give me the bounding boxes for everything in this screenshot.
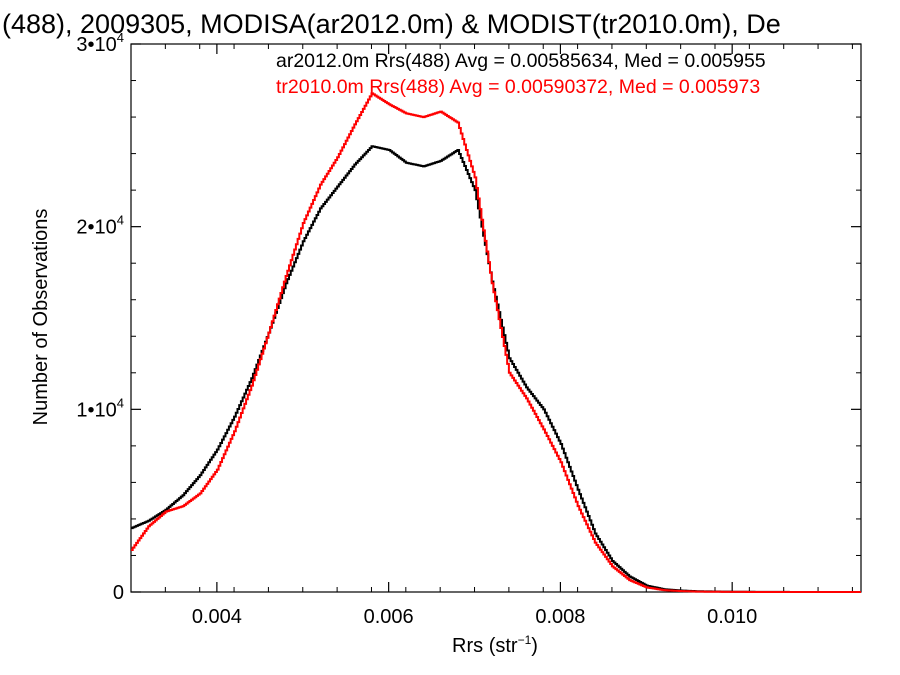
x-axis-label: Rrs (str−1) [452, 633, 538, 657]
y-axis-label: Number of Observations [30, 209, 52, 426]
y-tick-mantissa: 1•10 [76, 399, 116, 421]
y-tick-exponent: 4 [117, 395, 124, 410]
x-tick-label: 0.006 [364, 606, 414, 628]
y-tick-exponent: 4 [117, 30, 124, 45]
y-tick-mantissa: 3•10 [76, 34, 116, 56]
legend-entry-ar2012: ar2012.0m Rrs(488) Avg = 0.00585634, Med… [276, 50, 766, 72]
x-tick-label: 0.010 [707, 606, 757, 628]
y-tick-label: 2•104 [76, 213, 124, 239]
chart-title: (488), 2009305, MODISA(ar2012.0m) & MODI… [2, 9, 781, 39]
legend: ar2012.0m Rrs(488) Avg = 0.00585634, Med… [276, 50, 766, 98]
series-group [131, 92, 861, 593]
y-tick-exponent: 4 [117, 213, 124, 228]
x-axis-label-text: Rrs (str [452, 635, 518, 657]
y-tick-mantissa: 0 [113, 582, 124, 604]
series-tr2010-line [131, 92, 861, 593]
legend-entry-tr2010: tr2010.0m Rrs(488) Avg = 0.00590372, Med… [276, 76, 760, 98]
plot-frame [130, 43, 862, 593]
series-ar2012-line [131, 145, 861, 593]
x-axis-label-close: ) [531, 635, 538, 657]
y-tick-mantissa: 2•10 [76, 217, 116, 239]
y-tick-label: 0 [113, 582, 124, 604]
x-axis-label-superscript: −1 [518, 633, 532, 647]
x-tick-label: 0.008 [535, 606, 585, 628]
x-tick-label: 0.004 [192, 606, 242, 628]
x-axis: 0.004 0.006 0.008 0.010 [130, 44, 853, 628]
y-tick-label: 1•104 [76, 395, 124, 421]
y-tick-label: 3•104 [76, 30, 124, 56]
